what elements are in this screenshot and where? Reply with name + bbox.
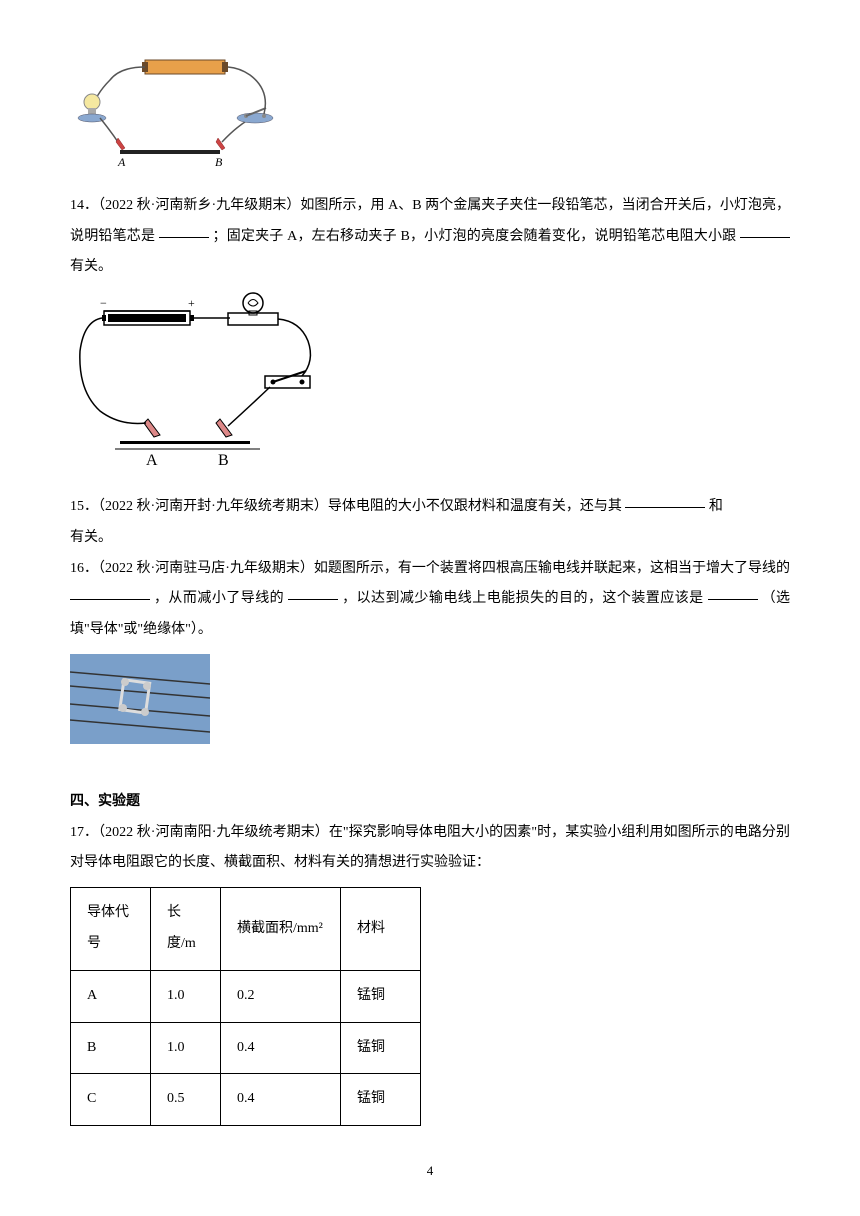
svg-text:+: + <box>188 296 195 310</box>
q15-blank-1 <box>625 494 705 508</box>
table-header-row: 导体代号 长度/m 横截面积/mm² 材料 <box>71 888 421 971</box>
circuit-diagram-2: − + A B <box>70 291 330 471</box>
question-15: 15．（2022 秋·河南开封·九年级统考期末）导体电阻的大小不仅跟材料和温度有… <box>70 492 790 554</box>
question-14: 14．（2022 秋·河南新乡·九年级期末）如图所示，用 A、B 两个金属夹子夹… <box>70 191 790 283</box>
q16-blank-1 <box>70 586 150 600</box>
table-row: C 0.5 0.4 锰铜 <box>71 1074 421 1126</box>
table-row: B 1.0 0.4 锰铜 <box>71 1022 421 1074</box>
col-area: 横截面积/mm² <box>221 888 341 971</box>
q15-text-1: 15．（2022 秋·河南开封·九年级统考期末）导体电阻的大小不仅跟材料和温度有… <box>70 499 622 514</box>
svg-text:A: A <box>117 155 126 169</box>
col-length: 长度/m <box>151 888 221 971</box>
table-row: A 1.0 0.2 锰铜 <box>71 970 421 1022</box>
col-id: 导体代号 <box>71 888 151 971</box>
conductor-table: 导体代号 长度/m 横截面积/mm² 材料 A 1.0 0.2 锰铜 B 1.0… <box>70 887 421 1126</box>
q14-blank-2 <box>740 224 790 238</box>
q16-blank-2 <box>288 586 338 600</box>
question-16: 16．（2022 秋·河南驻马店·九年级期末）如题图所示，有一个装置将四根高压输… <box>70 554 790 646</box>
q15-text-3: 有关。 <box>70 530 112 545</box>
q14-text-3: 有关。 <box>70 259 112 274</box>
power-line-photo <box>70 654 210 744</box>
q14-text-2: ；固定夹子 A，左右移动夹子 B，小灯泡的亮度会随着变化，说明铅笔芯电阻大小跟 <box>213 229 741 244</box>
svg-text:B: B <box>215 155 223 169</box>
q16-text-2: ，从而减小了导线的 <box>154 591 284 606</box>
circuit-diagram-1: A B <box>70 50 290 170</box>
page-number: 4 <box>0 1157 860 1186</box>
q15-text-2: 和 <box>709 499 723 514</box>
q16-blank-3 <box>708 586 758 600</box>
q14-blank-1 <box>159 224 209 238</box>
q16-text-1: 16．（2022 秋·河南驻马店·九年级期末）如题图所示，有一个装置将四根高压输… <box>70 561 790 576</box>
col-material: 材料 <box>341 888 421 971</box>
svg-text:B: B <box>218 452 229 469</box>
svg-text:−: − <box>100 296 107 310</box>
svg-text:A: A <box>146 452 158 469</box>
section-4-title: 四、实验题 <box>70 787 790 818</box>
q16-text-3: ，以达到减少输电线上电能损失的目的，这个装置应该是 <box>342 591 704 606</box>
question-17: 17．（2022 秋·河南南阳·九年级统考期末）在"探究影响导体电阻大小的因素"… <box>70 818 790 880</box>
